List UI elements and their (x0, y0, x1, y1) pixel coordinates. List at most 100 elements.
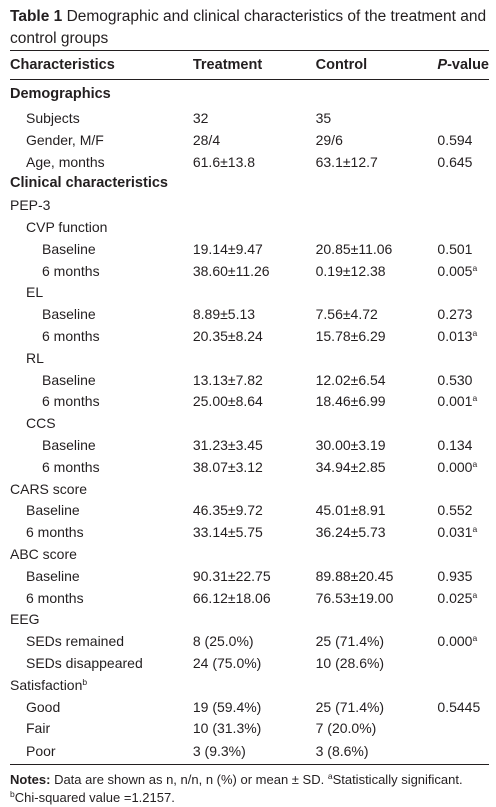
p-value-cell: 0.645 (437, 152, 489, 174)
table-caption-text: Demographic and clinical characteristics… (10, 8, 487, 47)
row-label: 6 months (10, 261, 193, 283)
p-value-text: 0.552 (437, 502, 473, 519)
row-label: Baseline (10, 304, 193, 326)
control-cell: 76.53±19.00 (315, 589, 394, 606)
row-label-text: Baseline (42, 240, 96, 257)
empty-cell (316, 282, 438, 304)
treatment-cell: 31.23±3.45 (192, 436, 263, 453)
p-value-text: 0.001 (437, 393, 473, 410)
p-value-text: 0.5445 (437, 698, 481, 715)
p-value-text: 0.013 (437, 327, 473, 344)
table-row: Fair 10 (31.3%) 7 (20.0%) (10, 718, 489, 740)
row-label-text: Baseline (42, 436, 96, 453)
row-label-text: 6 months (26, 589, 84, 606)
table-row: Subjects 32 35 (10, 108, 489, 130)
row-label-text: 6 months (42, 262, 100, 279)
row-label-text: Age, months (26, 153, 105, 170)
characteristics-table: Characteristics Treatment Control P-valu… (10, 51, 489, 766)
row-heading: EEG (10, 609, 193, 631)
p-value-cell (437, 653, 489, 675)
table-row: Baseline 90.31±22.75 89.88±20.45 0.935 (10, 566, 489, 588)
row-label-footnote-mark: b (82, 676, 88, 687)
control-cell: 20.85±11.06 (315, 240, 393, 257)
row-label: Baseline (10, 500, 193, 522)
table-row: 6 months 66.12±18.06 76.53±19.00 0.025a (10, 588, 489, 610)
control-cell: 7 (20.0%) (315, 720, 377, 737)
p-value-text: 0.025 (437, 589, 473, 606)
empty-cell (316, 80, 438, 109)
treatment-cell: 19 (59.4%) (192, 698, 262, 715)
row-label-text: PEP-3 (10, 197, 51, 214)
control-cell: 25 (71.4%) (315, 698, 385, 715)
row-label-text: 6 months (42, 458, 100, 475)
control-cell: 89.88±20.45 (315, 567, 394, 584)
control-cell: 3 (8.6%) (315, 740, 438, 766)
top-rule (10, 50, 489, 51)
row-label-text: Clinical characteristics (10, 175, 168, 192)
group-heading-row: PEP-3 (10, 195, 489, 217)
empty-cell (437, 173, 489, 195)
empty-cell (437, 544, 489, 566)
p-value-cell (437, 108, 489, 130)
row-label: SEDs disappeared (10, 653, 193, 675)
treatment-cell: 28/4 (192, 131, 221, 148)
row-label-text: CCS (26, 415, 56, 432)
row-label-text: CVP function (26, 218, 108, 235)
row-heading: EL (10, 282, 193, 304)
row-label: Baseline (10, 435, 193, 457)
empty-cell (437, 80, 489, 109)
p-value-cell: 0.013a (437, 326, 489, 348)
row-label: 6 months (10, 522, 193, 544)
row-label: 6 months (10, 457, 193, 479)
empty-cell (193, 609, 316, 631)
significance-mark: a (472, 327, 478, 338)
treatment-cell: 46.35±9.72 (192, 502, 263, 519)
significance-mark: a (472, 524, 478, 535)
header-control: Control (315, 51, 438, 80)
treatment-cell: 66.12±18.06 (192, 589, 271, 606)
notes-label: Notes: (10, 772, 51, 788)
control-cell: 35 (315, 110, 332, 126)
p-value-text: 0.645 (437, 153, 473, 170)
empty-cell (193, 80, 316, 109)
treatment-cell: 38.07±3.12 (192, 458, 263, 475)
p-value-cell: 0.530 (437, 370, 489, 392)
control-cell: 30.00±3.19 (315, 436, 386, 453)
p-value-text: 0.273 (437, 306, 473, 323)
table-row: Age, months 61.6±13.8 63.1±12.7 0.645 (10, 152, 489, 174)
significance-mark: a (472, 458, 478, 469)
treatment-cell: 25.00±8.64 (192, 393, 263, 410)
empty-cell (437, 217, 489, 239)
empty-cell (316, 479, 438, 501)
table-caption-label: Table 1 (10, 8, 63, 25)
notes-sup-a: a (327, 771, 333, 782)
row-label-text: Baseline (26, 502, 80, 519)
group-heading-row: EEG (10, 609, 489, 631)
p-value-text: 0.935 (437, 567, 473, 584)
table-row: 6 months 38.07±3.12 34.94±2.85 0.000a (10, 457, 489, 479)
control-cell: 34.94±2.85 (315, 458, 386, 475)
row-label-text: 6 months (26, 524, 84, 541)
p-value-text: 0.530 (437, 371, 473, 388)
table-row: Baseline 31.23±3.45 30.00±3.19 0.134 (10, 435, 489, 457)
empty-cell (316, 348, 438, 370)
table-caption: Table 1 Demographic and clinical charact… (10, 0, 489, 50)
control-cell: 7.56±4.72 (315, 306, 378, 323)
empty-cell (437, 195, 489, 217)
empty-cell (437, 413, 489, 435)
row-label-text: CARS score (10, 480, 88, 497)
row-heading: Satisfactionb (10, 675, 193, 697)
row-label: Good (10, 697, 193, 719)
empty-cell (437, 675, 489, 697)
empty-cell (316, 413, 438, 435)
empty-cell (316, 609, 438, 631)
control-cell: 25 (71.4%) (315, 633, 385, 650)
row-heading: Demographics (10, 80, 193, 109)
control-cell: 12.02±6.54 (315, 371, 386, 388)
table-row: Gender, M/F 28/4 29/6 0.594 (10, 130, 489, 152)
treatment-cell: 8.89±5.13 (192, 306, 256, 323)
treatment-cell: 90.31±22.75 (192, 567, 271, 584)
row-label-text: RL (26, 349, 44, 366)
p-value-cell: 0.001a (437, 391, 489, 413)
